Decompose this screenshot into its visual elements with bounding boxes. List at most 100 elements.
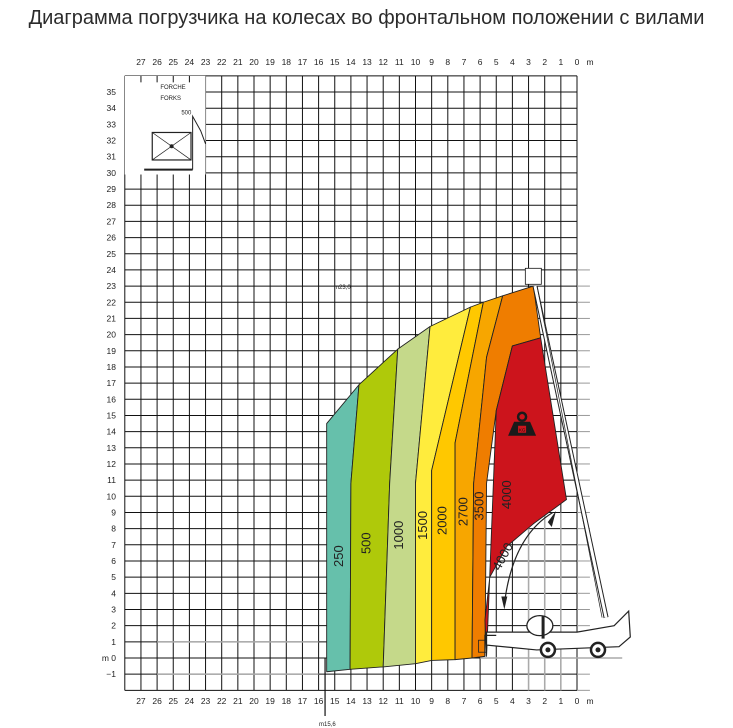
y-tick: m 0 [102, 653, 116, 663]
boom-inner [533, 285, 608, 618]
zone-label-1000: 1000 [391, 521, 406, 550]
load-zone-4000 [484, 337, 567, 657]
y-tick: 27 [107, 216, 117, 226]
x-tick-bottom: 0 [575, 696, 580, 706]
x-tick-top: 17 [298, 57, 308, 67]
x-tick-bottom: 19 [265, 696, 275, 706]
x-tick-top: 14 [346, 57, 356, 67]
x-tick-bottom: 10 [411, 696, 421, 706]
x-tick-top: 15 [330, 57, 340, 67]
y-tick: 18 [107, 362, 117, 372]
x-tick-top: 10 [411, 57, 421, 67]
x-axis-unit-bottom: m [586, 696, 593, 706]
zone-label-1500: 1500 [415, 511, 430, 540]
weight-icon-ring [516, 411, 528, 423]
x-tick-bottom: 17 [298, 696, 308, 706]
inset-load-box [151, 131, 192, 161]
x-tick-bottom: 16 [314, 696, 324, 706]
x-tick-bottom: 13 [362, 696, 372, 706]
inset-dimension: 500 [181, 111, 192, 117]
inset-label-forks: FORKS [160, 96, 181, 102]
x-tick-top: 3 [526, 57, 531, 67]
x-tick-bottom: 5 [494, 696, 499, 706]
inset-fork-carriage [192, 114, 207, 170]
y-tick: 5 [111, 572, 116, 582]
x-tick-bottom: 4 [510, 696, 515, 706]
y-tick: 17 [107, 378, 117, 388]
weight-icon-text: KG [519, 427, 526, 432]
x-tick-top: 8 [445, 57, 450, 67]
y-tick: 29 [107, 184, 117, 194]
zone-label-2700: 2700 [455, 497, 470, 526]
x-tick-bottom: 14 [346, 696, 356, 706]
y-tick: 22 [107, 297, 117, 307]
y-tick: 26 [107, 233, 117, 243]
x-tick-bottom: 21 [233, 696, 243, 706]
x-tick-top: 9 [429, 57, 434, 67]
wheel-hub [545, 647, 551, 653]
x-tick-top: 20 [249, 57, 259, 67]
load-zones [326, 285, 567, 673]
y-tick: 14 [107, 427, 117, 437]
zone-label-2000: 2000 [434, 506, 449, 535]
inset-label-forche: FORCHE [160, 85, 185, 91]
x-tick-bottom: 7 [462, 696, 467, 706]
x-tick-bottom: 27 [136, 696, 146, 706]
x-tick-top: 12 [378, 57, 388, 67]
zone-label-4000: 4000 [499, 480, 514, 509]
y-tick: 9 [111, 507, 116, 517]
weight-icon-plate [518, 425, 527, 433]
y-tick: 30 [107, 168, 117, 178]
wheel-hub [595, 647, 601, 653]
y-tick: 24 [107, 265, 117, 275]
x-tick-bottom: 8 [445, 696, 450, 706]
y-tick: 8 [111, 524, 116, 534]
x-axis-unit-top: m [586, 57, 593, 67]
inset-center-of-gravity [169, 144, 174, 149]
max-height-marker [524, 267, 542, 285]
x-tick-top: 25 [169, 57, 179, 67]
arrow-head-down [501, 596, 508, 610]
y-tick: 31 [107, 152, 117, 162]
x-tick-bottom: 3 [526, 696, 531, 706]
y-tick: 3 [111, 604, 116, 614]
x-tick-top: 13 [362, 57, 372, 67]
x-tick-bottom: 6 [478, 696, 483, 706]
x-tick-top: 0 [575, 57, 580, 67]
x-tick-top: 1 [558, 57, 563, 67]
y-tick: 35 [107, 87, 117, 97]
y-tick: −1 [106, 669, 116, 679]
y-tick: 15 [107, 410, 117, 420]
max-height-annotation: m23,0 [334, 285, 351, 291]
x-tick-top: 7 [462, 57, 467, 67]
y-tick: 7 [111, 540, 116, 550]
max-reach-annotation: m15,6 [319, 722, 336, 728]
telehandler-drawing [478, 285, 631, 659]
y-tick: 16 [107, 394, 117, 404]
y-tick: 4 [111, 588, 116, 598]
x-tick-bottom: 11 [395, 696, 404, 706]
x-tick-bottom: 26 [152, 696, 162, 706]
x-tick-top: 21 [233, 57, 243, 67]
x-tick-bottom: 24 [185, 696, 195, 706]
y-tick: 28 [107, 200, 117, 210]
vehicle-body [485, 609, 631, 651]
x-tick-top: 19 [265, 57, 275, 67]
x-tick-top: 27 [136, 57, 146, 67]
x-tick-bottom: 25 [169, 696, 179, 706]
x-tick-bottom: 9 [429, 696, 434, 706]
y-tick: 20 [107, 330, 117, 340]
x-tick-top: 22 [217, 57, 227, 67]
x-tick-top: 5 [494, 57, 499, 67]
fork-carriage [478, 639, 487, 653]
x-tick-bottom: 18 [282, 696, 292, 706]
x-tick-bottom: 1 [558, 696, 563, 706]
y-tick: 11 [107, 475, 116, 485]
rotation-arrow [503, 511, 554, 605]
x-tick-bottom: 12 [378, 696, 388, 706]
y-tick: 10 [107, 491, 117, 501]
arrow-head-up [547, 510, 557, 528]
x-tick-bottom: 2 [542, 696, 547, 706]
y-tick: 2 [111, 621, 116, 631]
